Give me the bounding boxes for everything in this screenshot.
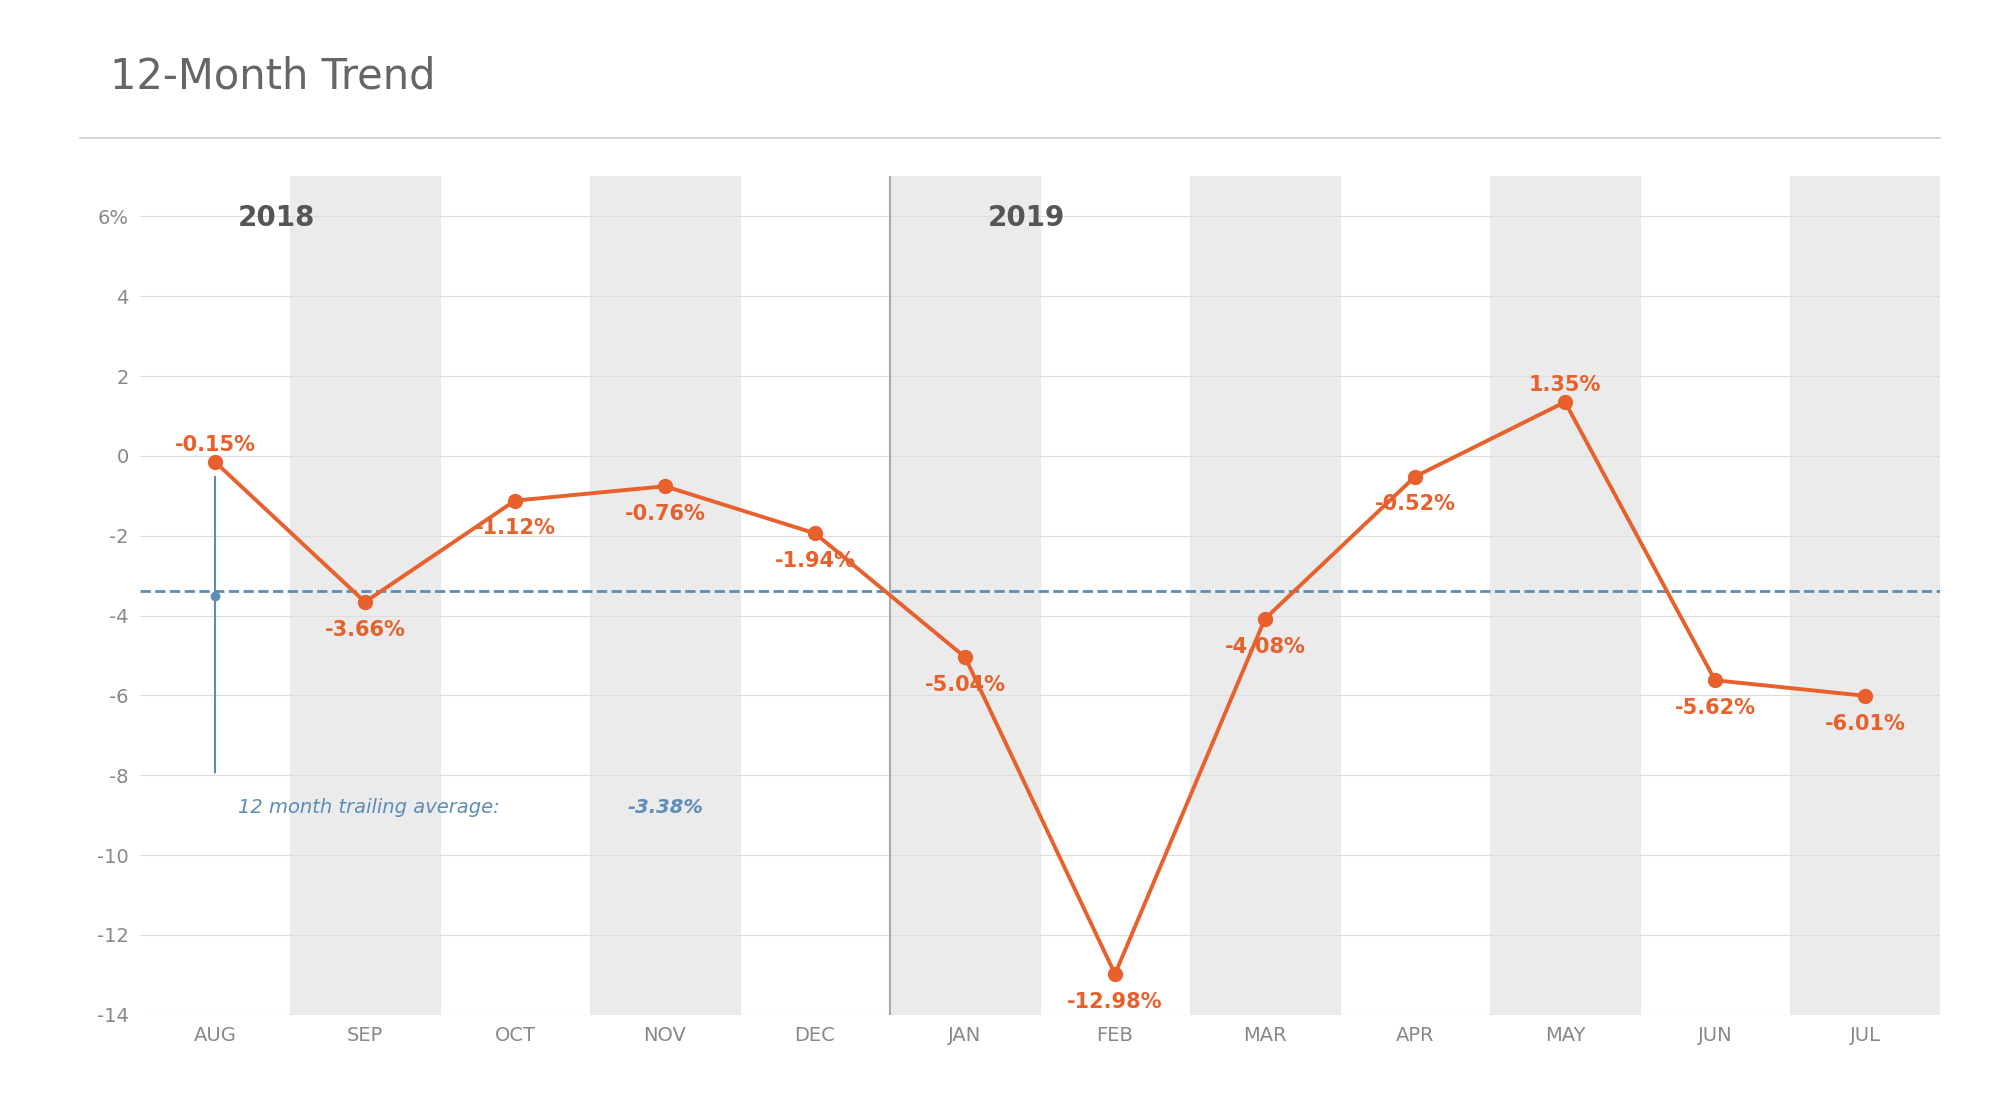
- Text: -0.52%: -0.52%: [1374, 494, 1456, 514]
- Text: -3.66%: -3.66%: [324, 620, 406, 640]
- Bar: [1190, 176, 1340, 1015]
- Text: -6.01%: -6.01%: [1824, 714, 1906, 733]
- Bar: [1790, 176, 1940, 1015]
- Text: 2019: 2019: [988, 204, 1064, 233]
- Text: -0.15%: -0.15%: [174, 436, 256, 456]
- Bar: [590, 176, 740, 1015]
- Text: -3.38%: -3.38%: [628, 797, 704, 816]
- Text: -1.12%: -1.12%: [474, 518, 556, 538]
- Text: 12 month trailing average:: 12 month trailing average:: [238, 797, 506, 816]
- Text: -12.98%: -12.98%: [1068, 992, 1162, 1011]
- Text: -1.94%: -1.94%: [774, 552, 856, 571]
- Text: 12-Month Trend: 12-Month Trend: [110, 55, 436, 97]
- Text: -5.62%: -5.62%: [1674, 698, 1756, 718]
- Text: -5.04%: -5.04%: [924, 675, 1006, 695]
- Text: 2018: 2018: [238, 204, 314, 233]
- Text: -4.08%: -4.08%: [1224, 636, 1306, 656]
- Bar: [890, 176, 1040, 1015]
- Text: -0.76%: -0.76%: [624, 504, 706, 524]
- Bar: [290, 176, 440, 1015]
- Bar: [1490, 176, 1640, 1015]
- Text: 1.35%: 1.35%: [1528, 375, 1602, 395]
